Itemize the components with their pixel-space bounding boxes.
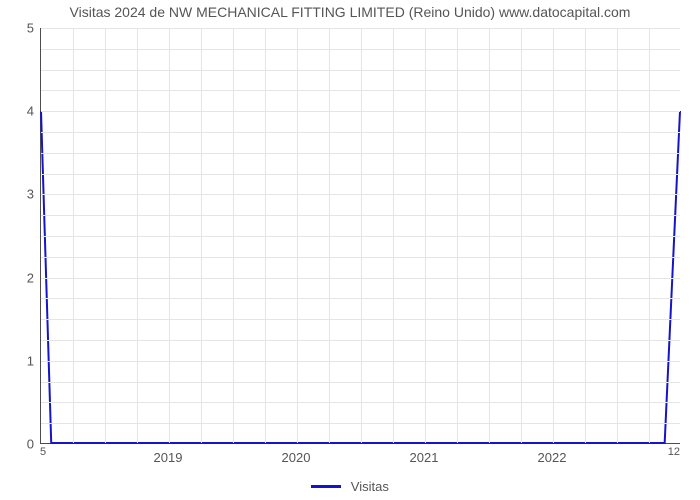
gridline-v-minor xyxy=(521,28,522,443)
x-axis-start-label: 5 xyxy=(40,446,46,458)
y-tick-label: 1 xyxy=(27,353,34,368)
gridline-v xyxy=(297,28,298,443)
gridline-v xyxy=(425,28,426,443)
gridline-v-minor xyxy=(457,28,458,443)
gridline-v-minor xyxy=(233,28,234,443)
gridline-v-minor xyxy=(201,28,202,443)
y-tick-label: 3 xyxy=(27,187,34,202)
x-tick-label: 2019 xyxy=(154,450,183,465)
gridline-v-minor xyxy=(649,28,650,443)
gridline-v-minor xyxy=(617,28,618,443)
gridline-v-minor xyxy=(393,28,394,443)
gridline-v xyxy=(553,28,554,443)
legend-swatch xyxy=(311,485,341,488)
gridline-v-minor xyxy=(137,28,138,443)
gridline-v-minor xyxy=(105,28,106,443)
gridline-v-minor xyxy=(585,28,586,443)
gridline-v xyxy=(169,28,170,443)
x-tick-label: 2020 xyxy=(282,450,311,465)
y-tick-label: 4 xyxy=(27,104,34,119)
chart-container: Visitas 2024 de NW MECHANICAL FITTING LI… xyxy=(0,0,700,500)
gridline-v-minor xyxy=(265,28,266,443)
y-tick-label: 5 xyxy=(27,21,34,36)
legend: Visitas xyxy=(0,478,700,494)
legend-label: Visitas xyxy=(351,479,389,494)
gridline-v-minor xyxy=(489,28,490,443)
gridline-v-minor xyxy=(329,28,330,443)
gridline-v-minor xyxy=(73,28,74,443)
x-axis-end-label: 12 xyxy=(668,446,680,458)
x-tick-label: 2021 xyxy=(410,450,439,465)
x-tick-label: 2022 xyxy=(538,450,567,465)
plot-area xyxy=(40,28,680,444)
y-tick-label: 0 xyxy=(27,437,34,452)
gridline-v-minor xyxy=(361,28,362,443)
y-tick-label: 2 xyxy=(27,270,34,285)
chart-title: Visitas 2024 de NW MECHANICAL FITTING LI… xyxy=(0,4,700,20)
